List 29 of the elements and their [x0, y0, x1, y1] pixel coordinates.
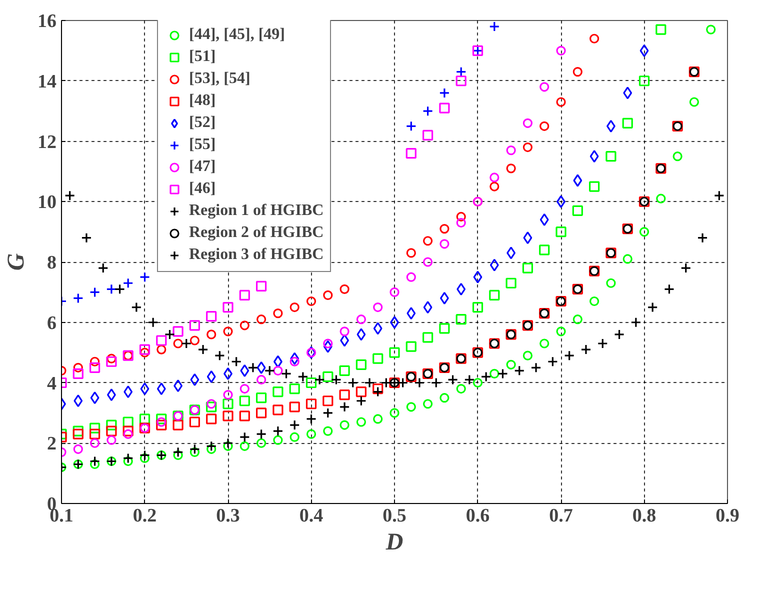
legend-label: [48]	[189, 91, 216, 111]
y-axis-title: G	[4, 252, 30, 271]
legend-label: Region 1 of HGIBC	[189, 201, 324, 221]
legend-label: Region 2 of HGIBC	[189, 223, 324, 243]
x-tick-label: 0.3	[216, 506, 240, 526]
x-tick-label: 0.2	[132, 506, 157, 526]
legend-label: [52]	[189, 113, 216, 133]
legend-label: [51]	[189, 47, 216, 67]
y-tick-label: 2	[47, 434, 56, 455]
x-tick-label: 0.9	[716, 506, 740, 526]
x-tick-label: 0.4	[299, 506, 324, 526]
legend-label: [55]	[189, 135, 216, 155]
x-axis-title: D	[384, 530, 404, 556]
y-tick-label: 16	[38, 11, 56, 32]
y-tick-label: 6	[47, 312, 56, 334]
x-tick-label: 0.6	[466, 506, 490, 526]
legend-label: Region 3 of HGIBC	[189, 245, 324, 265]
y-tick-label: 4	[47, 373, 57, 394]
y-tick-label: 12	[38, 132, 56, 153]
y-tick-label: 10	[38, 192, 56, 214]
legend-label: [53], [54]	[189, 69, 250, 89]
y-tick-label: 8	[47, 252, 56, 274]
x-tick-label: 0.7	[549, 506, 574, 526]
legend-label: [44], [45], [49]	[189, 25, 285, 45]
x-tick-label: 0.8	[632, 506, 656, 526]
y-tick-label: 14	[38, 71, 57, 92]
legend-label: [47]	[189, 157, 216, 177]
x-tick-label: 0.5	[382, 506, 406, 526]
legend-label: [46]	[189, 179, 216, 199]
